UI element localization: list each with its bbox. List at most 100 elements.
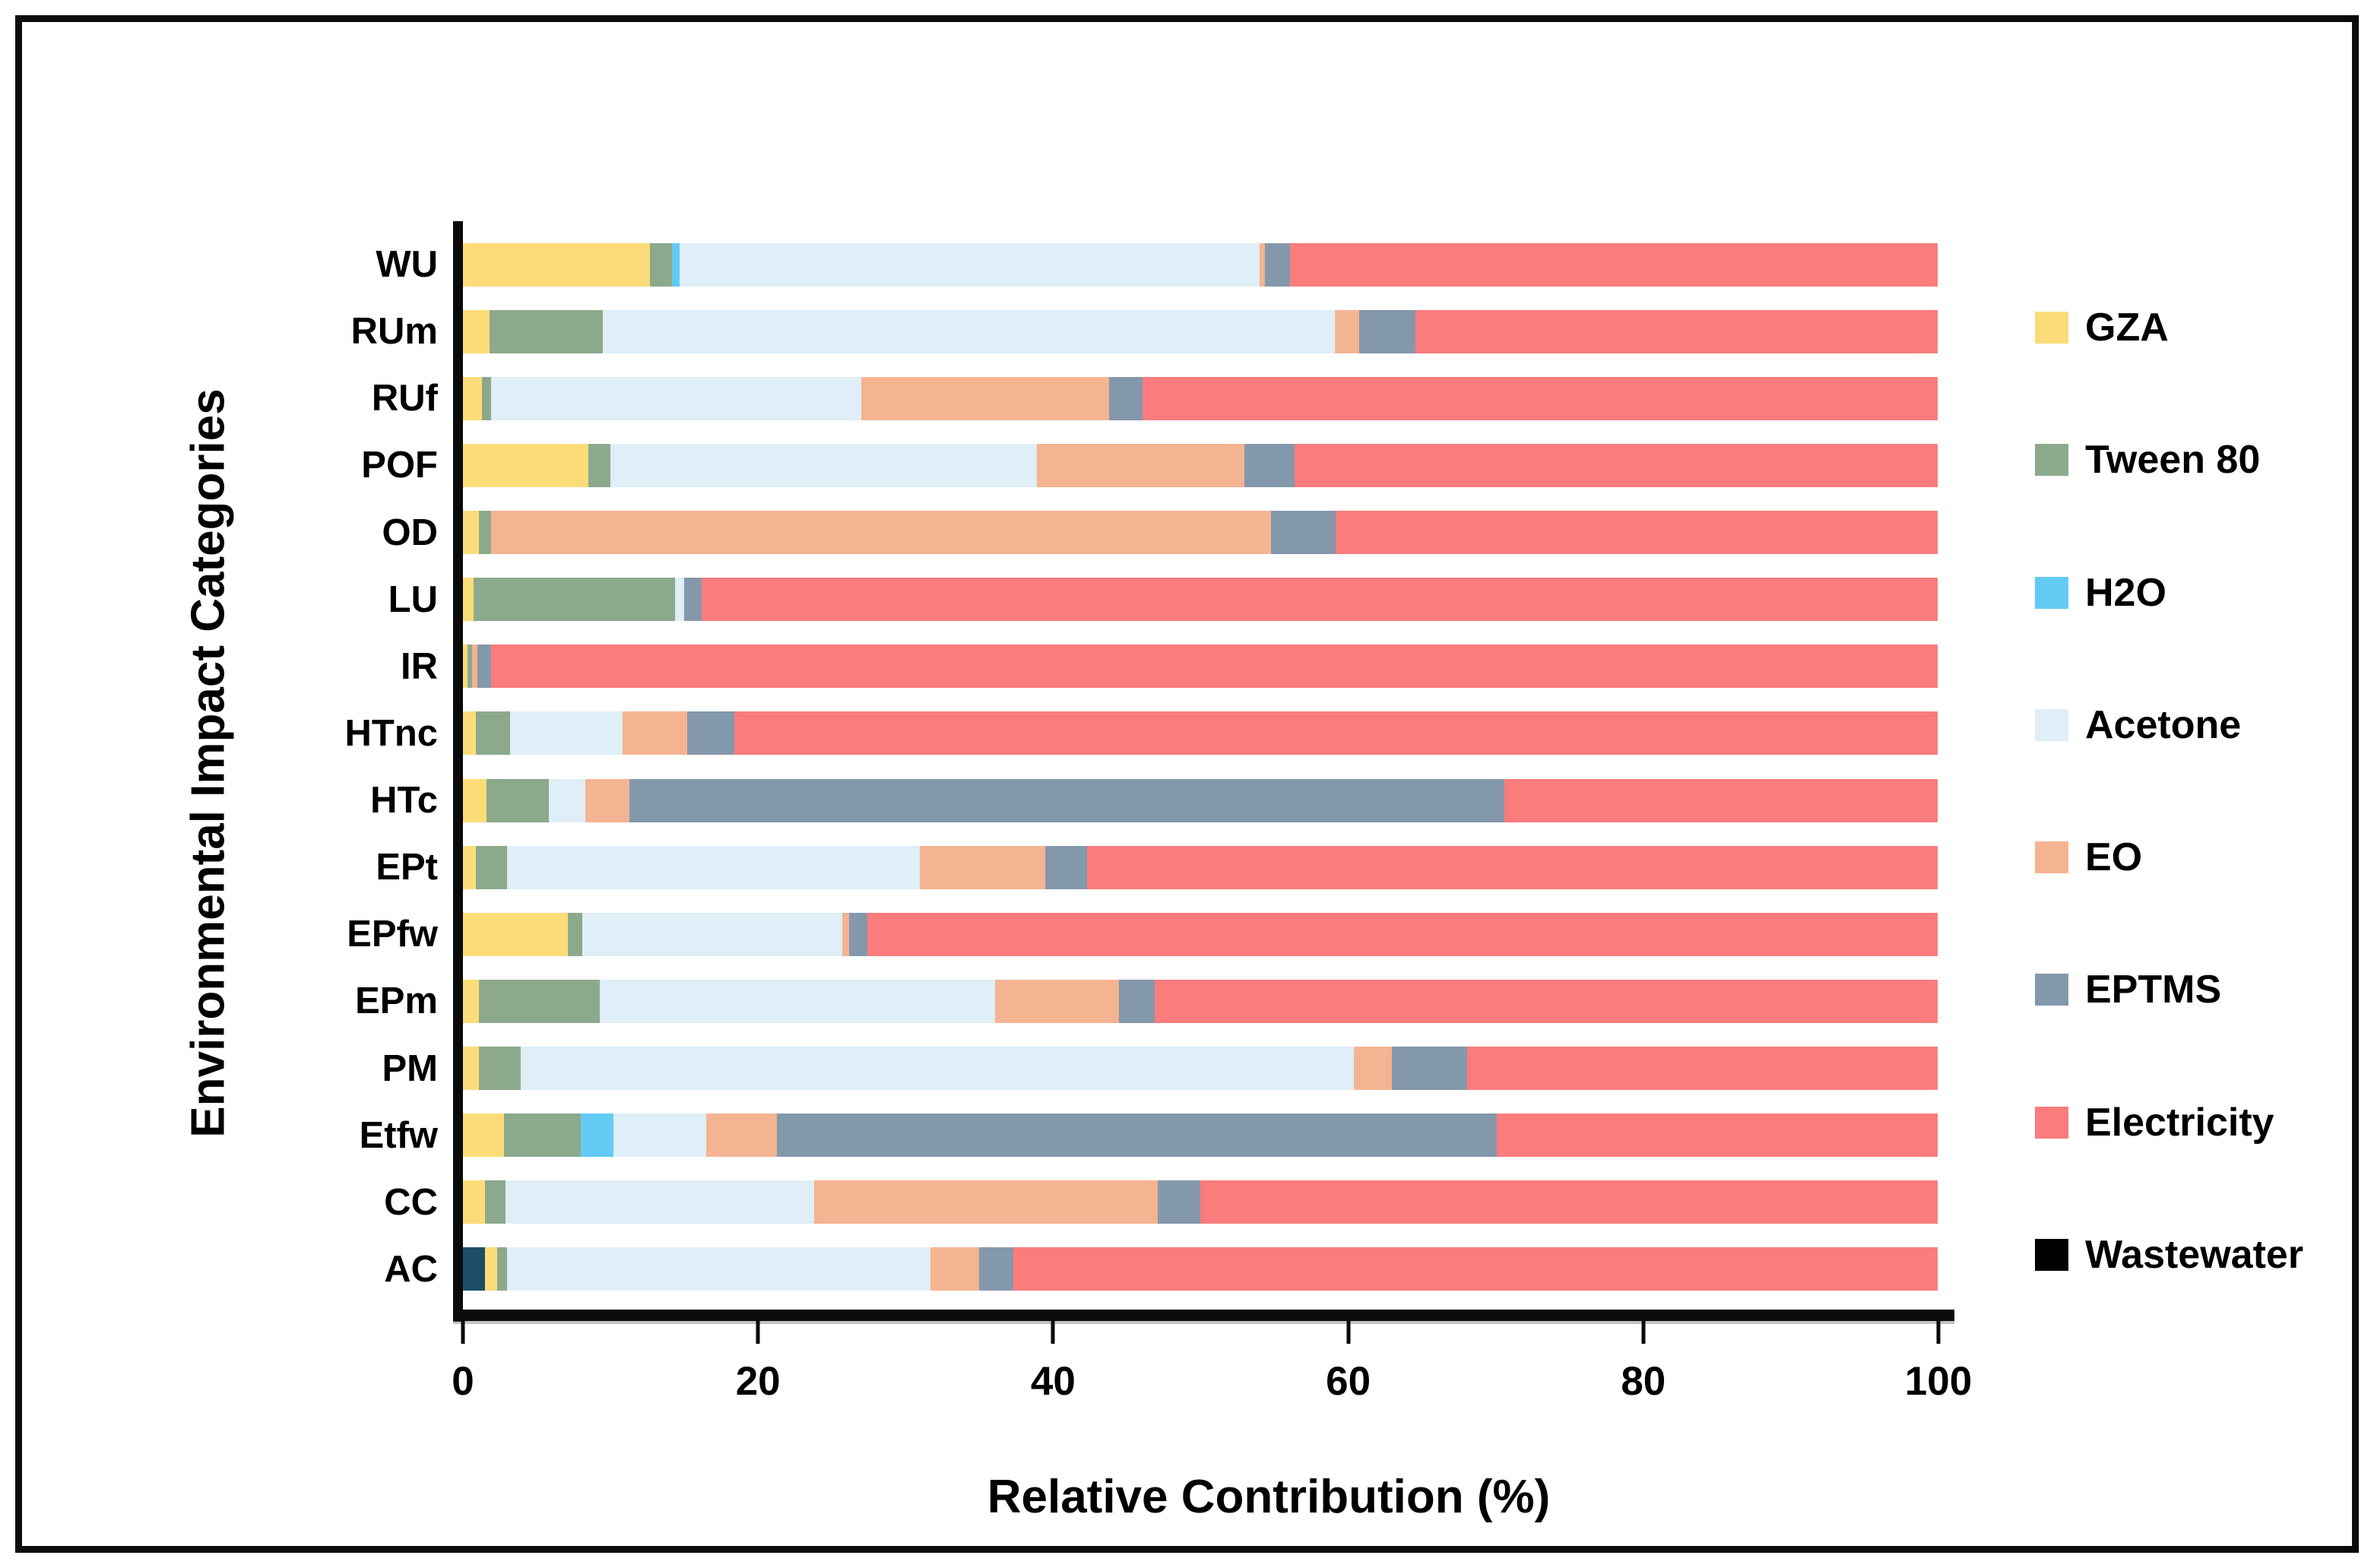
x-axis-tick-labels: 0 20 40 60 80 100 [452,1358,1972,1411]
bar-segment-gza [463,376,483,420]
bar-segment-tween-80 [479,979,601,1023]
bar-segment-gza [463,1047,480,1091]
bar-segment-eo [920,845,1046,889]
bar-segment-eptms [1244,443,1295,487]
legend-swatch-eptms [2035,974,2068,1006]
x-tick-20 [756,1321,760,1344]
bar-segment-eo [1036,443,1245,487]
category-label-ruf: RUf [371,378,438,420]
category-label-pm: PM [382,1047,439,1089]
bar-segment-eo [842,912,850,956]
bar-row-cc [463,1169,1938,1236]
bar-segment-tween-80 [504,1113,582,1158]
y-axis-category-labels: WU RUm RUf POF OD LU IR HTnc HTc EPt EPfw EPm PM Etfw… [182,231,444,1303]
bar-segment-eo [490,511,1272,555]
stacked-bar-ept [463,845,1938,889]
stacked-bar-epfw [463,912,1938,956]
stacked-bar-pof [463,443,1938,487]
bar-row-rum [463,298,1938,365]
bar-segment-eo [585,778,630,822]
y-axis-line [453,221,463,1322]
x-tick-label-0: 0 [452,1359,474,1404]
bar-segment-eo [861,376,1109,420]
bar-row-ept [463,834,1938,901]
bar-segment-eptms [978,1247,1013,1291]
bar-segment-tween-80 [496,1247,508,1291]
x-tick-label-80: 80 [1621,1359,1666,1404]
bar-segment-electricity [1467,1047,1938,1091]
bar-segment-electricity [1200,1180,1938,1224]
bar-row-htnc [463,700,1938,767]
bar-segment-electricity [1504,778,1938,822]
legend-swatch-h2o [2035,576,2068,609]
bar-segment-eptms [477,645,491,689]
bar-segment-gza [463,711,477,755]
bar-segment-electricity [1154,979,1938,1023]
bar-segment-eptms [1359,309,1416,353]
stacked-bar-ir [463,645,1938,689]
bar-segment-electricity [1415,309,1938,353]
bar-segment-eo [813,1180,1158,1224]
bar-segment-gza [463,979,480,1023]
bar-segment-eptms [1271,511,1336,555]
bar-segment-tween-80 [489,309,604,353]
bar-segment-eptms [1157,1180,1200,1224]
bar-segment-gza [463,1180,486,1224]
legend-label-h2o: H2O [2085,570,2166,615]
bar-segment-acetone [490,376,861,420]
legend-swatch-wastewater [2035,1238,2068,1271]
legend-item-gza: GZA [2035,305,2369,350]
category-label-pof: POF [361,445,438,486]
category-label-etfw: Etfw [359,1114,438,1156]
bar-segment-acetone [520,1047,1354,1091]
legend-item-h2o: H2O [2035,570,2369,616]
bar-segment-tween-80 [476,711,511,755]
x-tick-40 [1051,1321,1055,1344]
stacked-bar-epm [463,979,1938,1023]
bar-segment-electricity [1143,376,1938,420]
bar-segment-acetone [610,443,1037,487]
category-label-wu: WU [376,244,438,286]
bar-segment-acetone [675,578,684,622]
bar-segment-acetone [548,778,585,822]
stacked-bar-rum [463,309,1938,353]
bar-segment-acetone [582,912,842,956]
stacked-bar-lu [463,578,1938,622]
bar-segment-eo [930,1247,979,1291]
stacked-bar-htc [463,778,1938,822]
bar-segment-eo [1334,309,1360,353]
bar-segment-tween-80 [485,1180,506,1224]
bar-segment-gza [463,242,651,287]
bar-segment-gza [463,511,480,555]
bar-segment-acetone [600,979,996,1023]
bar-segment-gza [463,912,568,956]
category-label-htnc: HTnc [344,712,439,754]
category-label-ept: EPt [376,847,438,889]
legend-item-electricity: Electricity [2035,1100,2369,1145]
category-label-rum: RUm [350,311,438,353]
x-tick-label-60: 60 [1326,1359,1371,1404]
bar-segment-gza [463,845,477,889]
bar-segment-eo [1353,1047,1393,1091]
figure-frame: Environmental Impact Categories WU RUm RUf… [15,15,2359,1553]
bar-row-epm [463,968,1938,1034]
x-tick-100 [1936,1321,1941,1344]
bar-segment-eptms [777,1113,1497,1158]
x-tick-label-100: 100 [1904,1359,1973,1404]
stacked-bar-htnc [463,711,1938,755]
bar-segment-gza [463,778,487,822]
stacked-bar-ac [463,1247,1938,1291]
category-label-epm: EPm [355,980,438,1022]
x-tick-0 [461,1321,465,1344]
legend-item-eo: EO [2035,835,2369,880]
bar-segment-h2o [581,1113,613,1158]
legend-item-tween-80: Tween 80 [2035,437,2369,483]
bar-segment-eo [471,645,478,689]
bar-row-pm [463,1035,1938,1102]
category-label-htc: HTc [370,780,438,822]
x-tick-80 [1641,1321,1646,1344]
bar-segment-eo [622,711,687,755]
bar-segment-electricity [1290,242,1938,287]
bar-row-epfw [463,901,1938,968]
bar-segment-gza [463,443,588,487]
